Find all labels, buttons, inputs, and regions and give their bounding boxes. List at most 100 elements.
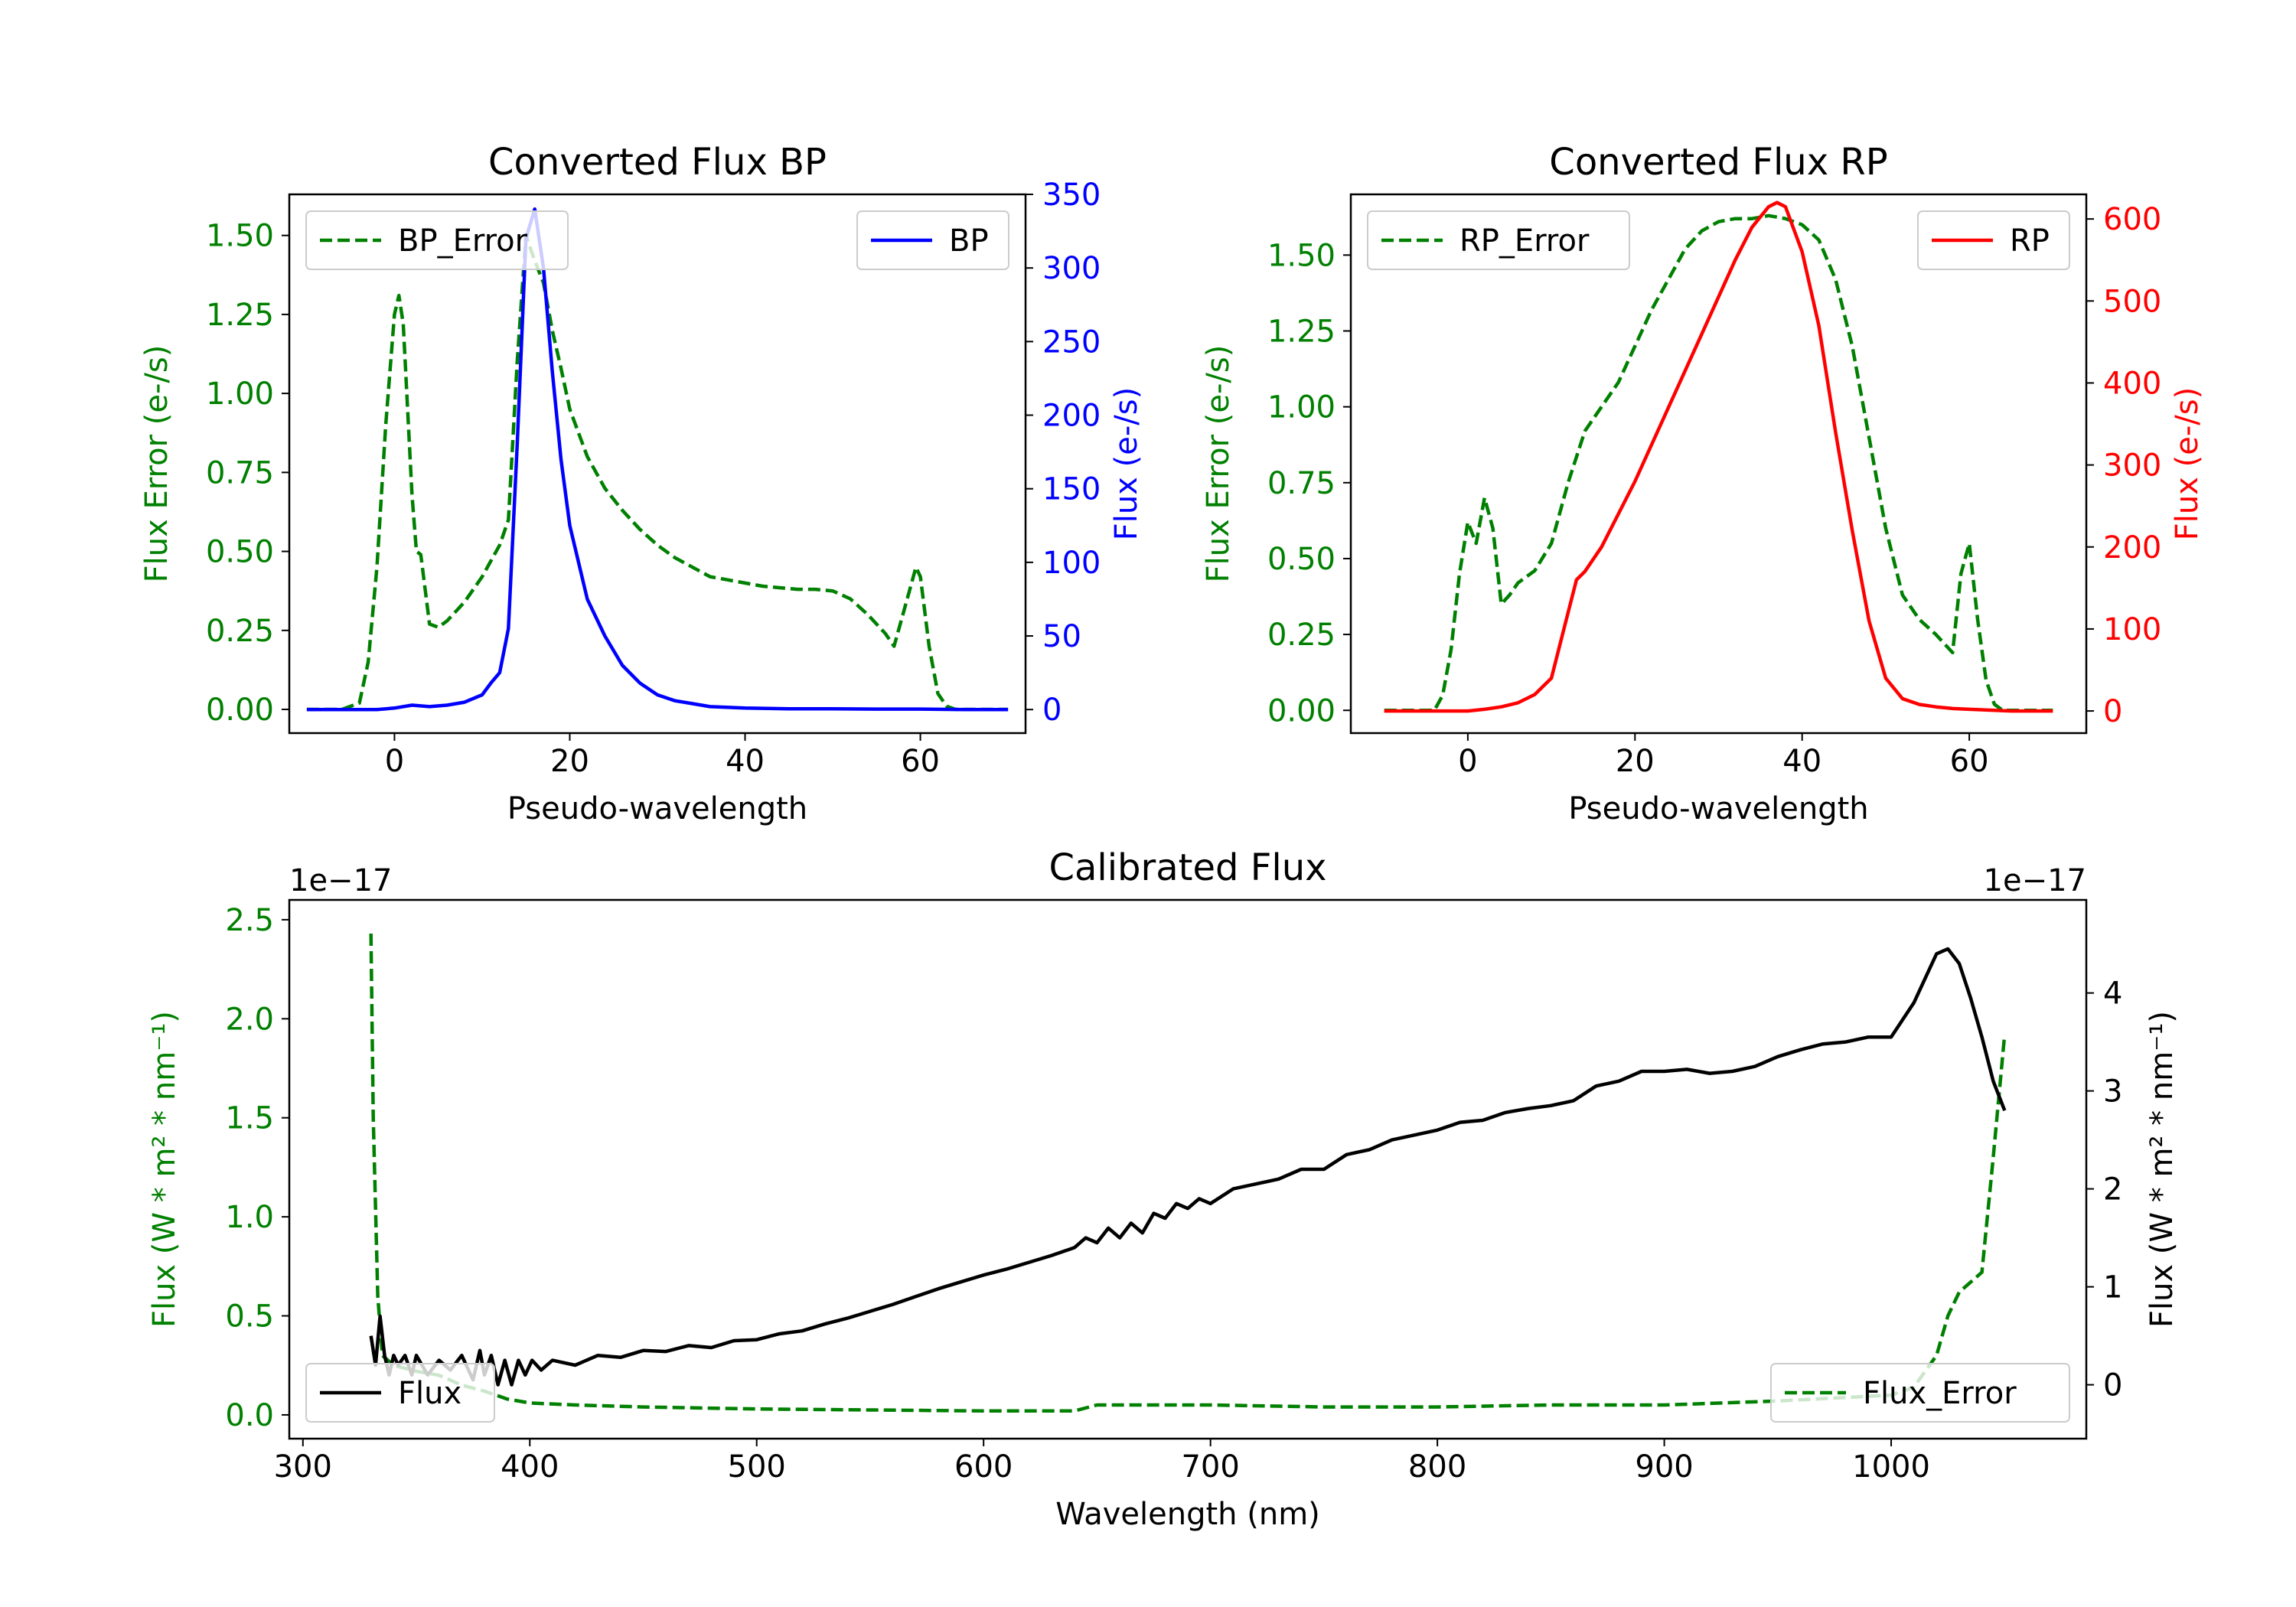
y-tick-label-right: 1 [2103,1270,2122,1305]
legend-box [305,1363,495,1423]
y-axis-label-right: Flux (W * m² * nm⁻¹) [2144,1011,2180,1328]
x-tick-label: 700 [1181,1449,1239,1485]
x-tick-label: 20 [550,744,589,779]
y-tick-label-right: 3 [2103,1074,2122,1110]
y-tick-label-left: 0.50 [206,535,274,570]
y-tick-label-left: 0.5 [225,1299,274,1335]
y-tick-label-left: 1.50 [1267,238,1336,273]
y-tick-label-right: 600 [2103,202,2161,237]
legend-label: BP_Error [398,223,528,259]
y-tick-label-left: 0.25 [1267,618,1336,653]
y-tick-label-left: 1.00 [206,376,274,412]
plot-frame [288,898,2088,1440]
legend-label: RP [2010,223,2050,259]
series-line-bp-error [306,233,1009,712]
y-tick-label-left: 1.00 [1267,390,1336,425]
panel-converted-flux-bp: 0 20 40 60 0.00 0.25 0.50 0.75 1.00 1.25 1.50 0 50 10… [139,141,1144,826]
y-tick-label-left: 2.0 [225,1002,274,1037]
y-axis-label-left: Flux (W * m² * nm⁻¹) [147,1011,182,1328]
x-tick-label: 40 [726,744,765,779]
plot-frame [288,193,1027,735]
y-tick-label-right: 350 [1042,178,1101,213]
chart-title: Converted Flux BP [488,141,827,184]
y-axis-label-right: Flux (e-/s) [2170,387,2205,540]
offset-label-right: 1e−17 [1984,863,2086,898]
y-tick-label-right: 0 [2103,1368,2122,1403]
y-tick-label-right: 100 [1042,546,1101,581]
x-tick-label: 800 [1408,1449,1466,1485]
y-tick-label-right: 250 [1042,324,1101,360]
y-tick-label-right: 2 [2103,1172,2122,1208]
x-tick-label: 400 [501,1449,559,1485]
x-tick-label: 0 [1458,744,1477,779]
y-tick-label-left: 0.0 [225,1398,274,1433]
series-line-rp [1384,200,2053,713]
y-tick-label-right: 50 [1042,619,1081,654]
panel-calibrated-flux: 300 400 500 600 700 800 900 1000 0.0 0.5 1.0 1.5 2.0… [147,846,2180,1532]
x-axis-label: Wavelength (nm) [1055,1497,1320,1532]
series-group [1384,200,2053,713]
legend-label: Flux_Error [1863,1376,2017,1411]
y-tick-label-left: 2.5 [225,903,274,938]
y-tick-label-right: 150 [1042,472,1101,507]
x-tick-label: 900 [1635,1449,1693,1485]
y-tick-label-right: 100 [2103,612,2161,647]
y-tick-label-left: 1.25 [1267,314,1336,349]
y-tick-label-left: 1.50 [206,219,274,254]
x-tick-label: 60 [901,744,940,779]
x-tick-label: 40 [1782,744,1821,779]
legend-label: Flux [398,1376,461,1411]
series-line-rp-error [1384,214,2053,712]
series-group [306,207,1009,712]
legend-bp-error: BP_Error [305,210,569,270]
y-tick-label-left: 0.50 [1267,542,1336,577]
y-tick-label-left: 0.75 [206,455,274,491]
y-tick-label-left: 1.0 [225,1200,274,1235]
chart-title: Converted Flux RP [1549,141,1887,184]
x-tick-label: 1000 [1852,1449,1930,1485]
legend-box [1917,210,2070,270]
y-tick-label-left: 0.00 [1267,693,1336,729]
y-tick-label-right: 400 [2103,366,2161,401]
legend-box [1770,1363,2070,1423]
y-tick-label-left: 0.75 [1267,466,1336,501]
legend-rp-error: RP_Error [1367,210,1630,270]
y-axis-label-left: Flux Error (e-/s) [1201,345,1236,583]
plot-frame [1349,193,2088,735]
legend-label: RP_Error [1459,223,1590,259]
series-line-bp [306,207,1009,712]
y-tick-label-left: 1.5 [225,1101,274,1136]
y-tick-label-right: 0 [1042,693,1062,728]
y-tick-label-right: 4 [2103,976,2122,1012]
y-tick-label-left: 0.00 [206,693,274,728]
legend-bp: BP [856,210,1009,270]
x-tick-label: 60 [1950,744,1989,779]
y-tick-label-left: 0.25 [206,614,274,649]
legend-flux-error: Flux_Error [1770,1363,2070,1423]
x-axis-label: Pseudo-wavelength [1568,791,1868,826]
y-tick-label-right: 0 [2103,694,2122,729]
x-tick-label: 0 [385,744,404,779]
y-axis-label-left: Flux Error (e-/s) [139,345,174,583]
legend-box [1367,210,1630,270]
offset-label-left: 1e−17 [289,863,392,898]
y-tick-label-right: 300 [2103,448,2161,484]
y-tick-label-right: 500 [2103,284,2161,319]
chart-title: Calibrated Flux [1049,846,1326,889]
y-tick-label-right: 200 [2103,530,2161,566]
legend-box [856,210,1009,270]
x-tick-label: 500 [728,1449,786,1485]
legend-box [305,210,569,270]
x-tick-label: 600 [954,1449,1013,1485]
x-axis-label: Pseudo-wavelength [507,791,807,826]
y-tick-label-right: 300 [1042,251,1101,286]
legend-flux: Flux [305,1363,495,1423]
y-tick-label-left: 1.25 [206,298,274,333]
x-tick-label: 20 [1616,744,1655,779]
y-tick-label-right: 200 [1042,399,1101,434]
legend-label: BP [949,223,989,259]
panel-converted-flux-rp: 0 20 40 60 0.00 0.25 0.50 0.75 1.00 1.25 1.50 0 100 2… [1201,141,2205,826]
x-tick-label: 300 [274,1449,332,1485]
y-axis-label-right: Flux (e-/s) [1109,387,1144,540]
